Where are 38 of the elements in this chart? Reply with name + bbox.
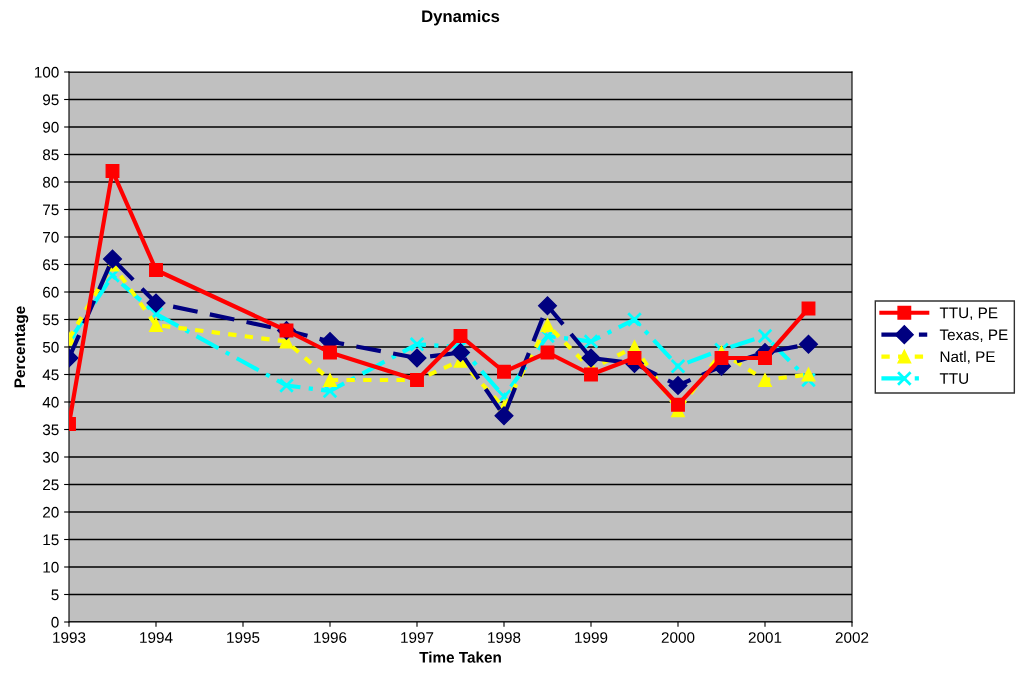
y-tick-label: 15: [43, 534, 59, 546]
y-tick-label: 75: [43, 204, 59, 216]
y-tick-label: 80: [42, 176, 59, 188]
x-axis-title: Time Taken: [419, 651, 501, 663]
y-tick-label: 30: [42, 451, 59, 463]
chart-title: Dynamics: [422, 9, 500, 26]
y-tick-label: 5: [51, 589, 59, 601]
legend-label: TTU, PE: [939, 307, 998, 321]
x-tick-label: 1997: [401, 632, 434, 643]
y-tick-label: 20: [43, 506, 59, 518]
y-tick-label: 65: [43, 259, 59, 271]
y-axis-title: Percentage: [14, 306, 29, 388]
y-tick-label: 85: [42, 149, 59, 161]
y-tick-label: 60: [43, 286, 59, 298]
x-tick-label: 1994: [140, 632, 173, 643]
y-tick-label: 45: [42, 369, 59, 381]
y-tick-label: 10: [43, 561, 59, 573]
y-tick-label: 50: [42, 341, 59, 353]
x-tick-label: 2002: [835, 632, 869, 643]
x-tick-label: 1995: [227, 632, 260, 643]
legend-label: TTU: [939, 373, 968, 384]
y-tick-label: 35: [42, 424, 59, 436]
y-tick-label: 40: [42, 396, 59, 408]
y-tick-label: 70: [43, 231, 59, 243]
x-tick-label: 1998: [488, 632, 521, 643]
x-tick-label: 1996: [314, 632, 347, 643]
y-tick-label: 0: [51, 616, 59, 628]
legend-label: Texas, PE: [939, 329, 1008, 342]
x-tick-label: 2001: [748, 632, 782, 643]
x-tick-label: 1999: [575, 632, 608, 643]
x-tick-label: 1993: [53, 632, 86, 643]
y-tick-label: 90: [43, 121, 59, 133]
x-tick-label: 2000: [661, 632, 695, 643]
y-tick-label: 95: [43, 94, 59, 106]
y-tick-label: 55: [42, 314, 59, 326]
y-tick-label: 25: [43, 479, 59, 491]
legend-label: Natl, PE: [940, 350, 995, 364]
y-tick-label: 100: [34, 66, 59, 78]
